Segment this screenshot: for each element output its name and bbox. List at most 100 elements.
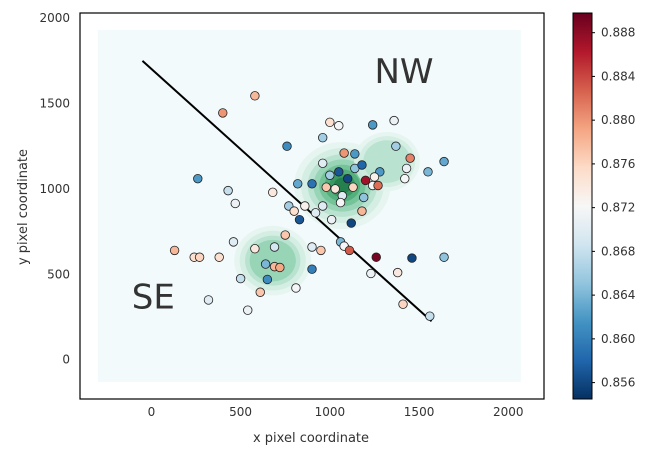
data-point: [350, 149, 360, 159]
data-point: [357, 160, 367, 170]
data-point: [310, 208, 321, 218]
data-point: [371, 252, 381, 262]
y-tick-label: 500: [47, 267, 70, 281]
data-point: [318, 201, 328, 211]
data-point: [344, 245, 355, 256]
colorbar-tick-label: 0.860: [601, 332, 635, 346]
data-point: [318, 132, 328, 143]
data-point: [291, 283, 301, 293]
data-point: [321, 182, 331, 192]
x-tick-label: 1500: [404, 405, 435, 419]
data-point: [401, 163, 412, 174]
data-point: [335, 197, 346, 208]
colorbar-tick-label: 0.864: [601, 288, 635, 302]
colorbar: [572, 12, 593, 400]
data-point: [255, 287, 265, 297]
colorbar-ticks: 0.856 0.860 0.864 0.868 0.872 0.876 0.880 0.884…: [592, 26, 635, 390]
data-point: [357, 206, 367, 216]
data-point: [392, 267, 403, 278]
annotation-se: SE: [132, 277, 175, 317]
y-tick-label: 2000: [39, 11, 70, 25]
data-point: [307, 264, 317, 274]
data-point: [334, 167, 344, 177]
data-point: [262, 274, 273, 285]
colorbar-tick-label: 0.868: [601, 244, 635, 258]
data-point: [318, 158, 328, 169]
colorbar-tick-label: 0.884: [601, 69, 635, 83]
data-point: [280, 230, 290, 240]
colorbar-tick-label: 0.888: [601, 26, 635, 40]
data-point: [293, 179, 303, 189]
colorbar-tick-label: 0.872: [601, 201, 635, 215]
annotation-nw: NW: [374, 52, 433, 92]
data-point: [330, 184, 340, 194]
data-point: [218, 108, 228, 118]
data-point: [294, 214, 305, 225]
data-point: [405, 153, 415, 163]
data-point: [369, 172, 380, 182]
data-point: [235, 273, 246, 284]
data-point: [203, 295, 214, 305]
data-point: [307, 242, 317, 252]
x-tick-labels: 0 500 1000 1500 2000: [148, 405, 524, 419]
data-point: [325, 170, 335, 180]
data-point: [398, 299, 408, 309]
x-tick-label: 0: [148, 405, 156, 419]
data-point: [389, 115, 399, 126]
x-axis-label: x pixel coordinate: [253, 431, 369, 446]
x-tick-label: 500: [229, 405, 252, 419]
data-point: [250, 91, 260, 101]
data-point: [348, 182, 358, 192]
data-point: [307, 179, 317, 189]
data-point: [425, 311, 435, 321]
density-contour: [249, 239, 296, 282]
data-point: [339, 148, 349, 158]
y-axis-label: y pixel coordinate: [16, 149, 31, 265]
data-point: [359, 192, 369, 203]
x-tick-label: 1000: [315, 405, 346, 419]
data-point: [334, 121, 344, 131]
data-point: [243, 305, 253, 315]
y-tick-label: 1500: [39, 97, 70, 111]
data-point: [400, 173, 410, 184]
y-tick-label: 0: [62, 353, 70, 367]
data-point: [423, 167, 433, 177]
data-point: [223, 185, 233, 196]
y-tick-label: 1000: [39, 182, 70, 196]
data-point: [300, 201, 310, 211]
data-point: [275, 262, 285, 273]
data-point: [228, 237, 239, 247]
data-point: [268, 187, 278, 198]
plot-frame: [79, 12, 545, 400]
data-point: [391, 141, 401, 151]
data-point: [282, 141, 292, 151]
data-point: [194, 252, 205, 262]
data-point: [439, 156, 449, 167]
data-point: [346, 218, 356, 228]
data-point: [289, 206, 299, 216]
data-point: [342, 173, 353, 184]
data-point: [439, 252, 449, 262]
data-point: [407, 253, 417, 263]
scatter-points: [169, 91, 449, 321]
data-point: [360, 175, 371, 186]
data-point: [325, 117, 335, 128]
data-point: [214, 252, 224, 262]
colorbar-tick-label: 0.876: [601, 157, 635, 171]
data-point: [316, 245, 326, 256]
data-point: [366, 268, 376, 279]
data-point: [250, 243, 260, 254]
data-point: [260, 259, 271, 269]
data-point: [230, 198, 240, 209]
data-point: [169, 245, 180, 256]
colorbar-tick-label: 0.880: [601, 113, 635, 127]
data-point: [326, 214, 337, 225]
y-tick-labels: 0 500 1000 1500 2000: [39, 11, 70, 367]
x-tick-label: 2000: [493, 405, 524, 419]
data-point: [193, 173, 203, 184]
data-point: [367, 120, 378, 130]
data-point: [373, 180, 383, 191]
density-contour: [363, 140, 411, 183]
colorbar-tick-label: 0.856: [601, 376, 635, 390]
